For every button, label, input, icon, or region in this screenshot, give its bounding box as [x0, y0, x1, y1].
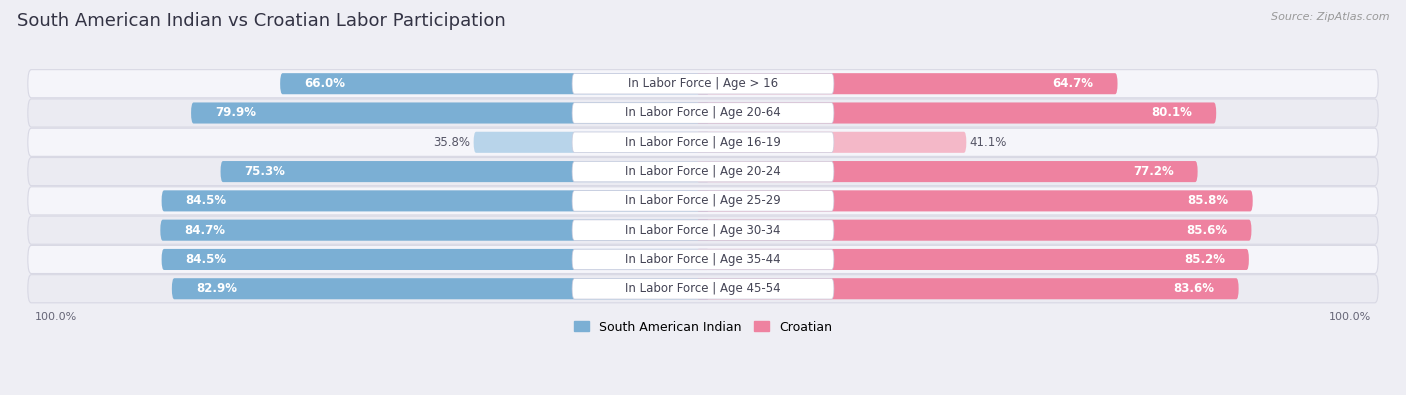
Text: In Labor Force | Age 20-24: In Labor Force | Age 20-24	[626, 165, 780, 178]
FancyBboxPatch shape	[28, 216, 1378, 244]
FancyBboxPatch shape	[696, 102, 1216, 124]
FancyBboxPatch shape	[696, 220, 1251, 241]
Text: 77.2%: 77.2%	[1133, 165, 1174, 178]
Text: 84.5%: 84.5%	[186, 253, 226, 266]
FancyBboxPatch shape	[696, 190, 1253, 211]
FancyBboxPatch shape	[572, 249, 834, 270]
FancyBboxPatch shape	[162, 249, 710, 270]
FancyBboxPatch shape	[572, 132, 834, 152]
Text: 64.7%: 64.7%	[1053, 77, 1094, 90]
Text: 83.6%: 83.6%	[1174, 282, 1215, 295]
FancyBboxPatch shape	[696, 161, 1198, 182]
Text: 82.9%: 82.9%	[195, 282, 238, 295]
FancyBboxPatch shape	[572, 103, 834, 123]
Text: 66.0%: 66.0%	[304, 77, 346, 90]
Text: Source: ZipAtlas.com: Source: ZipAtlas.com	[1271, 12, 1389, 22]
Text: In Labor Force | Age 20-64: In Labor Force | Age 20-64	[626, 107, 780, 120]
Text: 85.2%: 85.2%	[1184, 253, 1225, 266]
Text: In Labor Force | Age 30-34: In Labor Force | Age 30-34	[626, 224, 780, 237]
FancyBboxPatch shape	[191, 102, 710, 124]
FancyBboxPatch shape	[696, 132, 966, 153]
Text: 85.6%: 85.6%	[1187, 224, 1227, 237]
Legend: South American Indian, Croatian: South American Indian, Croatian	[569, 316, 837, 339]
FancyBboxPatch shape	[572, 278, 834, 299]
FancyBboxPatch shape	[280, 73, 710, 94]
FancyBboxPatch shape	[221, 161, 710, 182]
FancyBboxPatch shape	[28, 275, 1378, 303]
FancyBboxPatch shape	[162, 190, 710, 211]
Text: 75.3%: 75.3%	[245, 165, 285, 178]
Text: In Labor Force | Age 16-19: In Labor Force | Age 16-19	[626, 136, 780, 149]
FancyBboxPatch shape	[572, 73, 834, 94]
FancyBboxPatch shape	[572, 220, 834, 241]
Text: 100.0%: 100.0%	[35, 312, 77, 322]
Text: In Labor Force | Age 35-44: In Labor Force | Age 35-44	[626, 253, 780, 266]
Text: 84.7%: 84.7%	[184, 224, 225, 237]
FancyBboxPatch shape	[28, 158, 1378, 186]
FancyBboxPatch shape	[696, 278, 1239, 299]
FancyBboxPatch shape	[28, 187, 1378, 215]
FancyBboxPatch shape	[696, 249, 1249, 270]
Text: South American Indian vs Croatian Labor Participation: South American Indian vs Croatian Labor …	[17, 12, 506, 30]
Text: 84.5%: 84.5%	[186, 194, 226, 207]
Text: 79.9%: 79.9%	[215, 107, 256, 120]
Text: In Labor Force | Age > 16: In Labor Force | Age > 16	[628, 77, 778, 90]
FancyBboxPatch shape	[696, 73, 1118, 94]
FancyBboxPatch shape	[572, 191, 834, 211]
Text: 41.1%: 41.1%	[970, 136, 1007, 149]
Text: In Labor Force | Age 25-29: In Labor Force | Age 25-29	[626, 194, 780, 207]
FancyBboxPatch shape	[28, 70, 1378, 98]
Text: In Labor Force | Age 45-54: In Labor Force | Age 45-54	[626, 282, 780, 295]
FancyBboxPatch shape	[28, 99, 1378, 127]
Text: 85.8%: 85.8%	[1188, 194, 1229, 207]
FancyBboxPatch shape	[28, 245, 1378, 273]
FancyBboxPatch shape	[474, 132, 710, 153]
Text: 35.8%: 35.8%	[433, 136, 470, 149]
Text: 80.1%: 80.1%	[1152, 107, 1192, 120]
FancyBboxPatch shape	[572, 161, 834, 182]
FancyBboxPatch shape	[172, 278, 710, 299]
FancyBboxPatch shape	[160, 220, 710, 241]
Text: 100.0%: 100.0%	[1329, 312, 1371, 322]
FancyBboxPatch shape	[28, 128, 1378, 156]
